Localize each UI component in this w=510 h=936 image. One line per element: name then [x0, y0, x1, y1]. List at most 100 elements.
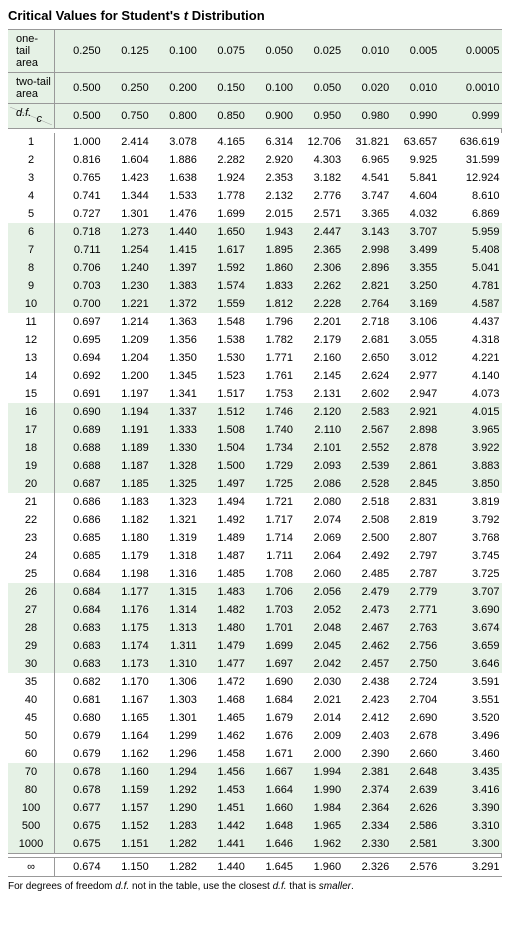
value-cell: 2.438	[343, 673, 391, 691]
value-cell: 3.883	[439, 457, 501, 475]
value-cell: 0.679	[55, 727, 103, 745]
value-cell: 4.318	[439, 331, 501, 349]
value-cell: 1.485	[199, 565, 247, 583]
value-cell: 1.721	[247, 493, 295, 511]
value-cell: 2.412	[343, 709, 391, 727]
value-cell: 0.816	[55, 151, 103, 169]
value-cell: 1.679	[247, 709, 295, 727]
value-cell: 2.074	[295, 511, 343, 529]
value-cell: 2.500	[343, 529, 391, 547]
value-cell: 12.706	[295, 133, 343, 151]
table-row: 140.6921.2001.3451.5231.7612.1452.6242.9…	[8, 367, 502, 385]
value-cell: 1.812	[247, 295, 295, 313]
value-cell: 1.306	[151, 673, 199, 691]
df-cell: 16	[8, 403, 55, 421]
table-row: 800.6781.1591.2921.4531.6641.9902.3742.6…	[8, 781, 502, 799]
value-cell: 2.624	[343, 367, 391, 385]
value-cell: 2.423	[343, 691, 391, 709]
table-row: 400.6811.1671.3031.4681.6842.0212.4232.7…	[8, 691, 502, 709]
value-cell: 3.078	[151, 133, 199, 151]
value-cell: 2.021	[295, 691, 343, 709]
value-cell: 1.273	[103, 223, 151, 241]
two-tail-col-3: 0.150	[199, 73, 247, 104]
c-col-6: 0.980	[343, 104, 391, 129]
value-cell: 2.581	[391, 835, 439, 854]
df-cell: 30	[8, 655, 55, 673]
value-cell: 2.201	[295, 313, 343, 331]
value-cell: 2.365	[295, 241, 343, 259]
value-cell: 31.599	[439, 151, 501, 169]
value-cell: 3.143	[343, 223, 391, 241]
value-cell: 1.363	[151, 313, 199, 331]
value-cell: 0.679	[55, 745, 103, 763]
table-row: 450.6801.1651.3011.4651.6792.0142.4122.6…	[8, 709, 502, 727]
value-cell: 0.683	[55, 619, 103, 637]
value-cell: 1.152	[103, 817, 151, 835]
df-cell: 24	[8, 547, 55, 565]
value-cell: 2.819	[391, 511, 439, 529]
value-cell: 0.697	[55, 313, 103, 331]
value-cell: 1.344	[103, 187, 151, 205]
value-cell: 3.390	[439, 799, 501, 817]
value-cell: 1.574	[199, 277, 247, 295]
value-cell: 3.551	[439, 691, 501, 709]
value-cell: 1.699	[247, 637, 295, 655]
title-post: Distribution	[188, 8, 265, 23]
value-cell: 1.294	[151, 763, 199, 781]
table-row: 290.6831.1741.3111.4791.6992.0452.4622.7…	[8, 637, 502, 655]
value-cell: 2.330	[343, 835, 391, 854]
value-cell: 1.604	[103, 151, 151, 169]
value-cell: 1.200	[103, 367, 151, 385]
value-cell: 2.093	[295, 457, 343, 475]
value-cell: 2.479	[343, 583, 391, 601]
value-cell: 2.681	[343, 331, 391, 349]
value-cell: 0.689	[55, 421, 103, 439]
value-cell: 2.539	[343, 457, 391, 475]
two-tail-col-8: 0.0010	[439, 73, 501, 104]
two-tail-col-0: 0.500	[55, 73, 103, 104]
df-cell: 6	[8, 223, 55, 241]
df-cell: 17	[8, 421, 55, 439]
value-cell: 2.132	[247, 187, 295, 205]
value-cell: 4.165	[199, 133, 247, 151]
df-cell: 45	[8, 709, 55, 727]
value-cell: 2.009	[295, 727, 343, 745]
value-cell: 12.924	[439, 169, 501, 187]
value-cell: 1.648	[247, 817, 295, 835]
value-cell: 2.998	[343, 241, 391, 259]
value-cell: 1.990	[295, 781, 343, 799]
value-cell: 0.692	[55, 367, 103, 385]
value-cell: 636.619	[439, 133, 501, 151]
value-cell: 0.711	[55, 241, 103, 259]
value-cell: 0.706	[55, 259, 103, 277]
value-cell: 1.684	[247, 691, 295, 709]
table-row: 250.6841.1981.3161.4851.7082.0602.4852.7…	[8, 565, 502, 583]
value-cell: 2.920	[247, 151, 295, 169]
value-cell: 1.167	[103, 691, 151, 709]
value-cell: 1.337	[151, 403, 199, 421]
table-row: 180.6881.1891.3301.5041.7342.1012.5522.8…	[8, 439, 502, 457]
value-cell: 1.646	[247, 835, 295, 854]
value-cell: 1.924	[199, 169, 247, 187]
c-col-3: 0.850	[199, 104, 247, 129]
value-cell: 1.965	[295, 817, 343, 835]
value-cell: 3.520	[439, 709, 501, 727]
value-cell: 1.177	[103, 583, 151, 601]
value-cell: 2.508	[343, 511, 391, 529]
value-cell: 1.725	[247, 475, 295, 493]
value-cell: 1.440	[199, 857, 247, 876]
value-cell: 1.221	[103, 295, 151, 313]
value-cell: 0.727	[55, 205, 103, 223]
value-cell: 2.821	[343, 277, 391, 295]
c-col-2: 0.800	[151, 104, 199, 129]
value-cell: 1.311	[151, 637, 199, 655]
value-cell: 0.675	[55, 817, 103, 835]
value-cell: 2.364	[343, 799, 391, 817]
value-cell: 4.437	[439, 313, 501, 331]
value-cell: 0.684	[55, 565, 103, 583]
value-cell: 1.690	[247, 673, 295, 691]
value-cell: 1.660	[247, 799, 295, 817]
value-cell: 3.745	[439, 547, 501, 565]
value-cell: 1.984	[295, 799, 343, 817]
value-cell: 2.648	[391, 763, 439, 781]
